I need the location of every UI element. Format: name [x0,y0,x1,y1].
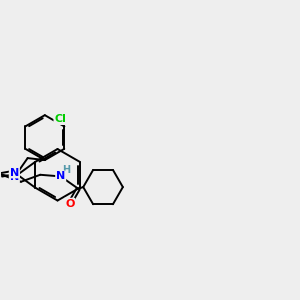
Text: O: O [65,199,74,208]
Text: Cl: Cl [54,114,66,124]
Text: N: N [56,171,65,182]
Text: N: N [10,167,19,178]
Text: N: N [10,172,19,182]
Text: H: H [63,166,71,176]
